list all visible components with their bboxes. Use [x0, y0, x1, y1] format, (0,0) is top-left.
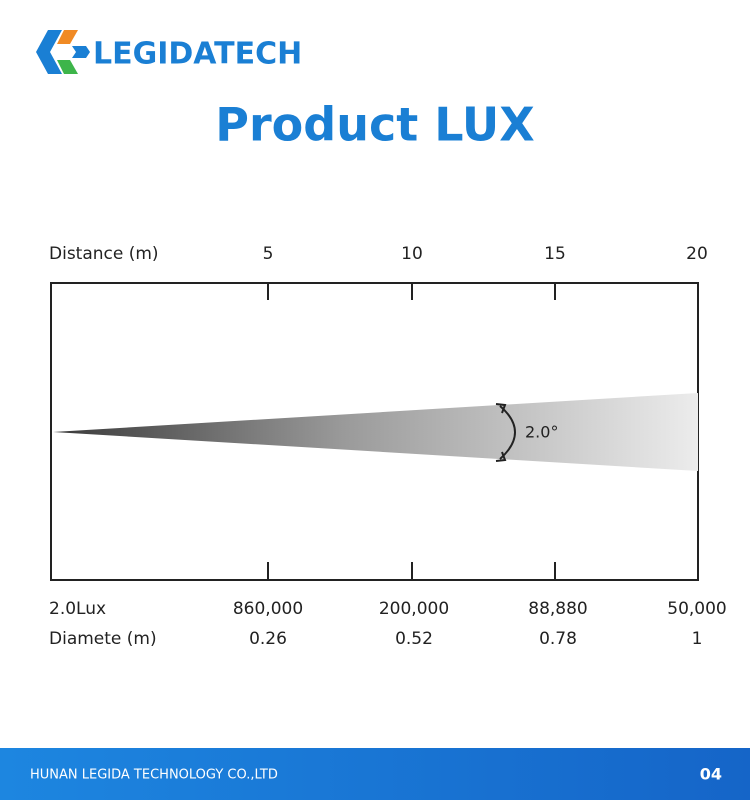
- arrow-heads: [495, 403, 507, 462]
- row-value: 0.78: [539, 629, 577, 649]
- distance-label: Distance (m): [49, 244, 159, 264]
- title: Product LUX: [215, 98, 534, 152]
- distance-tick-label: 10: [401, 244, 423, 264]
- row-value: 50,000: [667, 599, 726, 619]
- row-value: 200,000: [379, 599, 449, 619]
- distance-tick-label: 5: [263, 244, 274, 264]
- brand: LEGIDATECH: [93, 37, 302, 72]
- row-label: 2.0Lux: [49, 599, 106, 619]
- row-label: Diamete (m): [49, 629, 157, 649]
- beam: [53, 393, 698, 471]
- angle-arc: [499, 405, 516, 460]
- row-value: 88,880: [528, 599, 587, 619]
- row-value: 0.52: [395, 629, 433, 649]
- distance-tick-label: 15: [544, 244, 566, 264]
- row-value: 860,000: [233, 599, 303, 619]
- footer-company: HUNAN LEGIDA TECHNOLOGY CO.,LTD: [30, 768, 278, 783]
- footer-page: 04: [700, 765, 722, 784]
- row-value: 1: [692, 629, 703, 649]
- footer-band: [0, 748, 750, 800]
- row-value: 0.26: [249, 629, 287, 649]
- distance-tick-label: 20: [686, 244, 708, 264]
- logo-icon: [36, 30, 90, 74]
- angle-label: 2.0°: [525, 423, 558, 442]
